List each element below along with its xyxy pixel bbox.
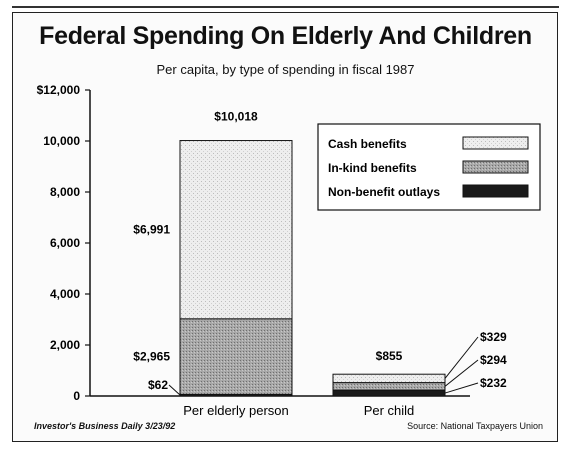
total-label: $10,018 bbox=[214, 110, 258, 124]
y-tick-label: 2,000 bbox=[50, 338, 80, 352]
y-tick-label: 10,000 bbox=[43, 134, 80, 148]
legend-label: Non-benefit outlays bbox=[328, 185, 440, 199]
chart-title: Federal Spending On Elderly And Children bbox=[39, 22, 532, 50]
category-label: Per elderly person bbox=[183, 403, 289, 418]
leader-line bbox=[444, 359, 479, 387]
bar-segment bbox=[179, 140, 293, 320]
y-tick-label: 4,000 bbox=[50, 287, 80, 301]
value-label: $329 bbox=[480, 330, 507, 344]
value-label: $294 bbox=[480, 353, 507, 367]
total-label: $855 bbox=[376, 349, 403, 363]
source-line: Source: National Taxpayers Union bbox=[407, 421, 543, 431]
bar-segment bbox=[332, 373, 446, 384]
legend-label: In-kind benefits bbox=[328, 161, 417, 175]
top-rule bbox=[12, 6, 559, 8]
credit-line: Investor's Business Daily 3/23/92 bbox=[34, 421, 176, 431]
leader-line bbox=[168, 384, 181, 396]
value-label: $6,991 bbox=[133, 223, 170, 237]
chart-subtitle: Per capita, by type of spending in fisca… bbox=[156, 62, 415, 77]
bar-segment bbox=[332, 382, 446, 391]
leader-line bbox=[444, 382, 479, 394]
value-label: $2,965 bbox=[133, 350, 170, 364]
y-tick-label: 8,000 bbox=[50, 185, 80, 199]
y-tick-label: 6,000 bbox=[50, 236, 80, 250]
bar-segment bbox=[332, 389, 446, 397]
leader-line bbox=[444, 336, 479, 379]
value-label: $62 bbox=[148, 378, 168, 392]
legend-swatch bbox=[462, 184, 529, 198]
y-tick-label: 0 bbox=[73, 389, 80, 403]
bar-segment bbox=[179, 318, 293, 395]
y-tick-label: $12,000 bbox=[37, 83, 81, 97]
legend-swatch bbox=[462, 136, 529, 150]
value-label: $232 bbox=[480, 376, 507, 390]
legend-swatch bbox=[462, 160, 529, 174]
legend-label: Cash benefits bbox=[328, 137, 407, 151]
category-label: Per child bbox=[364, 403, 415, 418]
